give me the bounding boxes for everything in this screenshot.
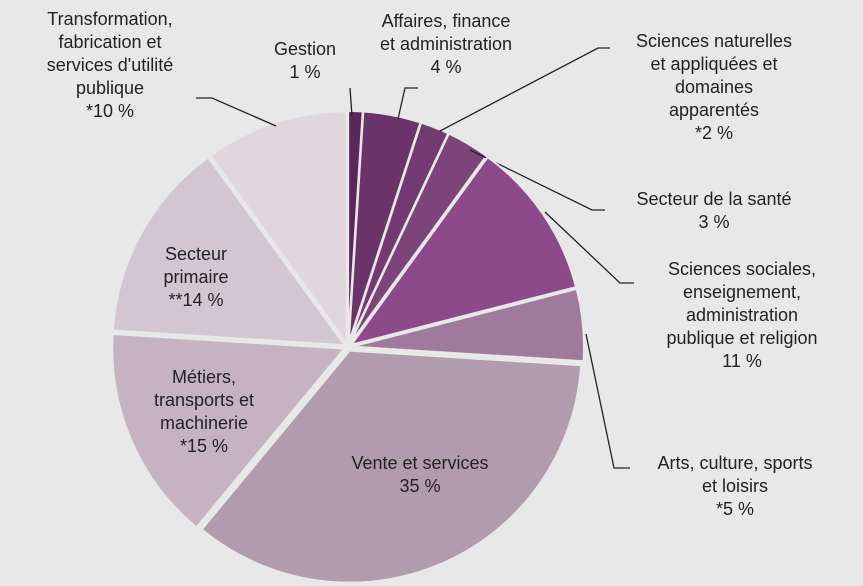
value-label: *5 % [715,499,755,519]
leader-line [544,211,634,284]
leader-line [349,87,353,117]
pie-slice [351,287,585,363]
category-label: Affaires, finance et administration [379,11,513,54]
pie-slice [111,332,347,529]
leader-line [397,87,418,120]
pie-slice [348,155,578,347]
slice-label: Gestion 1 % [274,38,336,84]
value-label: *2 % [694,123,734,143]
value-label: 35 % [399,476,441,496]
pie-slice [200,349,583,584]
category-label: Arts, culture, sports et loisirs [657,453,813,496]
slice-label: Arts, culture, sports et loisirs *5 % [657,452,812,521]
pie-slice [111,155,347,347]
pie-slice [349,132,488,345]
category-label: Vente et services [351,453,489,473]
category-label: Sciences sociales, enseignement, adminis… [666,259,818,348]
slice-label: Affaires, finance et administration 4 % [380,10,512,79]
value-label: *15 % [179,436,229,456]
slice-label: Sciences sociales, enseignement, adminis… [666,258,817,373]
value-label: 3 % [698,212,730,232]
category-label: Secteur de la santé [636,189,792,209]
category-label: Sciences naturelles et appliquées et dom… [635,31,793,120]
slice-label: Transformation, fabrication et services … [47,8,173,123]
value-label: 11 % [722,351,762,371]
category-label: Métiers, transports et machinerie [153,367,255,433]
leader-line [585,333,630,469]
value-label: **14 % [168,290,224,310]
slice-label: Métiers, transports et machinerie *15 % [154,366,254,458]
slice-label: Secteur primaire **14 % [163,243,228,312]
slice-label: Vente et services 35 % [351,452,488,498]
category-label: Transformation, fabrication et services … [46,9,174,98]
category-label: Gestion [273,39,337,59]
pie-slice [209,110,348,347]
value-label: *10 % [85,101,135,121]
value-label: 1 % [289,62,321,82]
leader-line [196,97,277,127]
value-label: 4 % [430,57,462,77]
slice-label: Sciences naturelles et appliquées et dom… [636,30,792,145]
slice-label: Secteur de la santé 3 % [636,188,791,234]
leader-line [439,47,610,132]
category-label: Secteur primaire [163,244,229,287]
leader-line [469,149,605,211]
